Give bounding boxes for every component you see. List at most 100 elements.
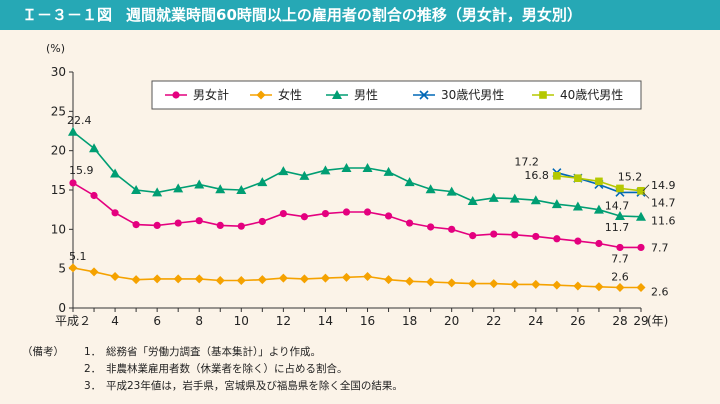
series-2 [68, 126, 646, 221]
data-point [363, 272, 373, 282]
data-point [299, 274, 309, 284]
legend-label: 男性 [354, 88, 378, 102]
data-point [258, 217, 266, 226]
x-tick-label: 29 [633, 314, 648, 328]
series-line [72, 267, 641, 289]
notes: （備考） 1． 総務省「労働力調査（基本集計）」より作成。 2． 非農林業雇用者… [22, 344, 403, 395]
legend-item: 40歳代男性 [532, 88, 623, 102]
data-point [553, 235, 561, 243]
data-point [236, 275, 246, 285]
note-number: 1． [84, 346, 102, 358]
data-point [539, 91, 547, 99]
data-label: 14.7 [605, 199, 630, 212]
figure-number: Ｉ－３－１図 [22, 6, 113, 24]
data-point [531, 279, 541, 289]
y-tick-label: 10 [51, 222, 66, 236]
data-point [110, 168, 121, 178]
x-tick-label: 10 [234, 314, 249, 328]
y-tick-label: 0 [58, 301, 66, 315]
data-point [614, 210, 625, 220]
y-tick-label: 25 [51, 104, 66, 118]
x-tick-label: 16 [360, 314, 375, 328]
data-point [469, 232, 477, 240]
data-label: 22.4 [67, 114, 92, 127]
data-point [384, 275, 394, 285]
data-point [467, 196, 478, 206]
data-point [404, 177, 415, 187]
data-point [320, 273, 330, 283]
data-point [300, 213, 309, 221]
data-point [332, 90, 342, 99]
y-tick-label: 20 [51, 144, 66, 158]
data-point [69, 179, 77, 187]
data-point [615, 283, 625, 293]
legend-label: 30歳代男性 [441, 88, 504, 102]
data-point [256, 90, 266, 100]
data-point [89, 267, 99, 277]
data-label: 7.7 [651, 241, 669, 254]
data-point [152, 274, 162, 284]
data-point [215, 184, 226, 194]
label-leader [642, 184, 650, 192]
data-point [595, 239, 603, 248]
data-point [195, 217, 203, 225]
data-point [468, 279, 478, 289]
legend-label: 男女計 [193, 87, 229, 102]
figure-title: 週間就業時間60時間以上の雇用者の割合の推移（男女計，男女別） [126, 6, 582, 24]
legend-item: 30歳代男性 [413, 88, 504, 102]
data-point [341, 272, 351, 282]
data-point [510, 279, 520, 289]
data-label: 15.9 [69, 164, 94, 177]
x-tick-label: 4 [111, 314, 119, 328]
legend-label: 40歳代男性 [560, 88, 623, 102]
data-point [173, 183, 184, 193]
data-point [278, 166, 289, 176]
data-point [448, 225, 456, 233]
series-4 [553, 172, 645, 195]
data-point [636, 283, 646, 293]
data-point [489, 279, 499, 289]
data-label: 17.2 [514, 156, 539, 169]
series-0 [69, 179, 645, 252]
x-tick-label: 24 [528, 314, 543, 328]
legend-item: 女性 [250, 87, 302, 102]
note-row-2: 2． 非農林業雇用者数（休業者を除く）に占める割合。 [22, 361, 403, 378]
x-tick-label: 6 [153, 314, 161, 328]
data-point [509, 193, 520, 203]
data-point [363, 208, 372, 216]
legend-label: 女性 [278, 87, 302, 102]
data-point [90, 191, 98, 200]
data-point [299, 170, 310, 180]
data-point [383, 166, 394, 176]
legend-box [151, 80, 642, 110]
data-point [174, 219, 182, 227]
data-point [530, 195, 541, 205]
series-1 [68, 263, 646, 293]
data-point [490, 230, 498, 238]
data-label: 14.9 [651, 179, 676, 192]
data-point [636, 211, 646, 221]
data-label: 16.8 [524, 169, 549, 182]
notes-head: （備考） [22, 346, 64, 358]
note-text: 総務省「労働力調査（基本集計）」より作成。 [106, 346, 322, 358]
x-tick-label: 20 [444, 314, 459, 328]
data-point [342, 208, 351, 216]
series-line [72, 182, 641, 249]
note-number: 2． [84, 363, 102, 375]
x-tick-label: 26 [570, 314, 585, 328]
legend-item: 男性 [326, 88, 378, 102]
data-point [132, 221, 140, 229]
data-point [551, 199, 562, 209]
data-point [215, 275, 225, 285]
data-point [637, 243, 645, 252]
line-chart: 0 5 10 15 20 25 30 (%) 平成２ 4 6 8 10 12 14 16 18 20 22 24 26 2… [46, 42, 676, 328]
x-tick-label: 14 [318, 314, 333, 328]
note-row-3: 3． 平成23年値は，岩手県，宮城県及び福島県を除く全国の結果。 [22, 378, 403, 395]
data-point [637, 186, 645, 195]
data-point [594, 282, 604, 292]
data-label: 5.1 [69, 250, 87, 263]
data-point [153, 221, 161, 229]
note-text: 非農林業雇用者数（休業者を除く）に占める割合。 [106, 363, 348, 375]
data-point [68, 263, 78, 273]
data-point [427, 223, 435, 231]
